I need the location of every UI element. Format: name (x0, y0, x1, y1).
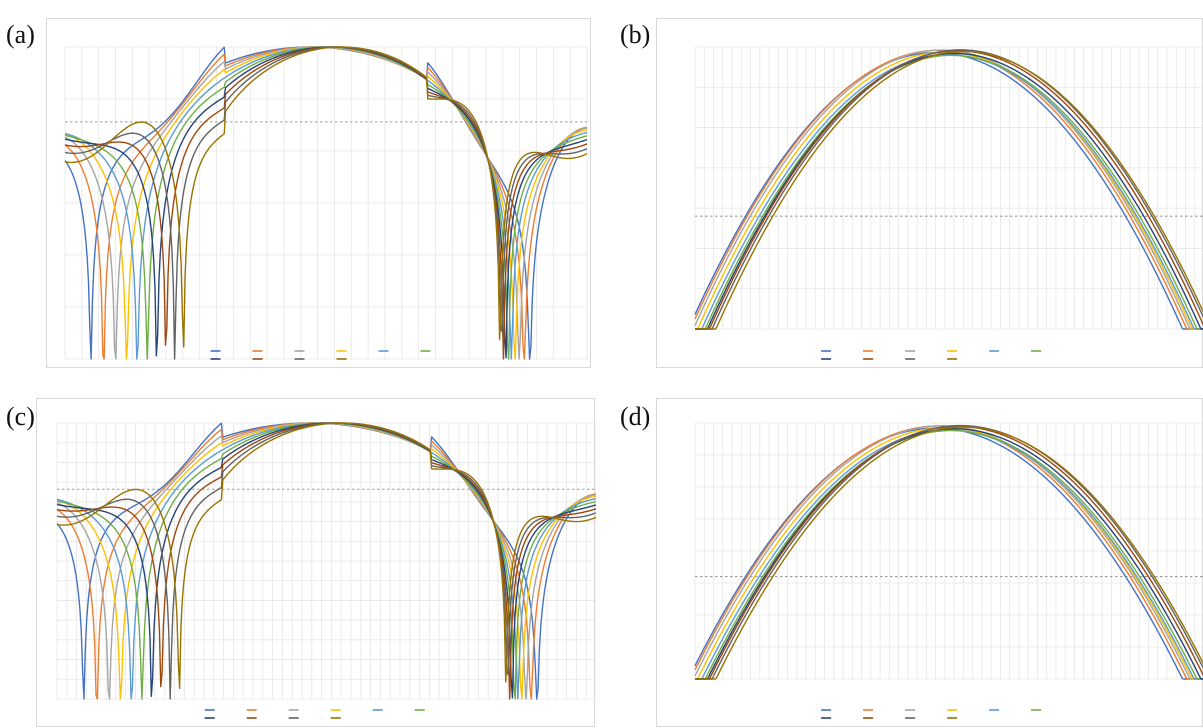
panel-label-b: (b) (620, 20, 651, 49)
panel-label-c: (c) (6, 402, 35, 431)
series-line-9 (695, 424, 1203, 680)
chart-svg-b (694, 46, 1203, 360)
chart-panel-d (656, 398, 1203, 727)
series-line-9 (695, 49, 1203, 330)
series-line-5 (695, 54, 1203, 330)
series-line-10 (695, 50, 1203, 330)
chart-panel-c (36, 398, 596, 727)
series-line-7 (64, 46, 588, 359)
series-line-7 (56, 422, 596, 699)
panel-label-d: (d) (620, 402, 651, 431)
series-line-1 (694, 427, 1203, 680)
chart-svg-d (694, 422, 1203, 719)
series-line-10 (64, 46, 588, 348)
chart-svg-a (64, 46, 588, 360)
chart-panel-a (46, 18, 591, 368)
chart-panel-b (656, 18, 1203, 368)
panel-label-a: (a) (6, 20, 35, 49)
series-line-7 (695, 52, 1203, 330)
series-line-4 (695, 427, 1203, 680)
series-line-1 (694, 51, 1203, 330)
series-line-6 (695, 54, 1203, 330)
series-line-7 (695, 428, 1203, 680)
series-line-4 (695, 51, 1203, 330)
chart-svg-c (56, 422, 596, 719)
series-line-10 (695, 426, 1203, 680)
series-line-5 (695, 429, 1203, 680)
series-line-6 (695, 429, 1203, 680)
series-line-10 (56, 422, 596, 690)
